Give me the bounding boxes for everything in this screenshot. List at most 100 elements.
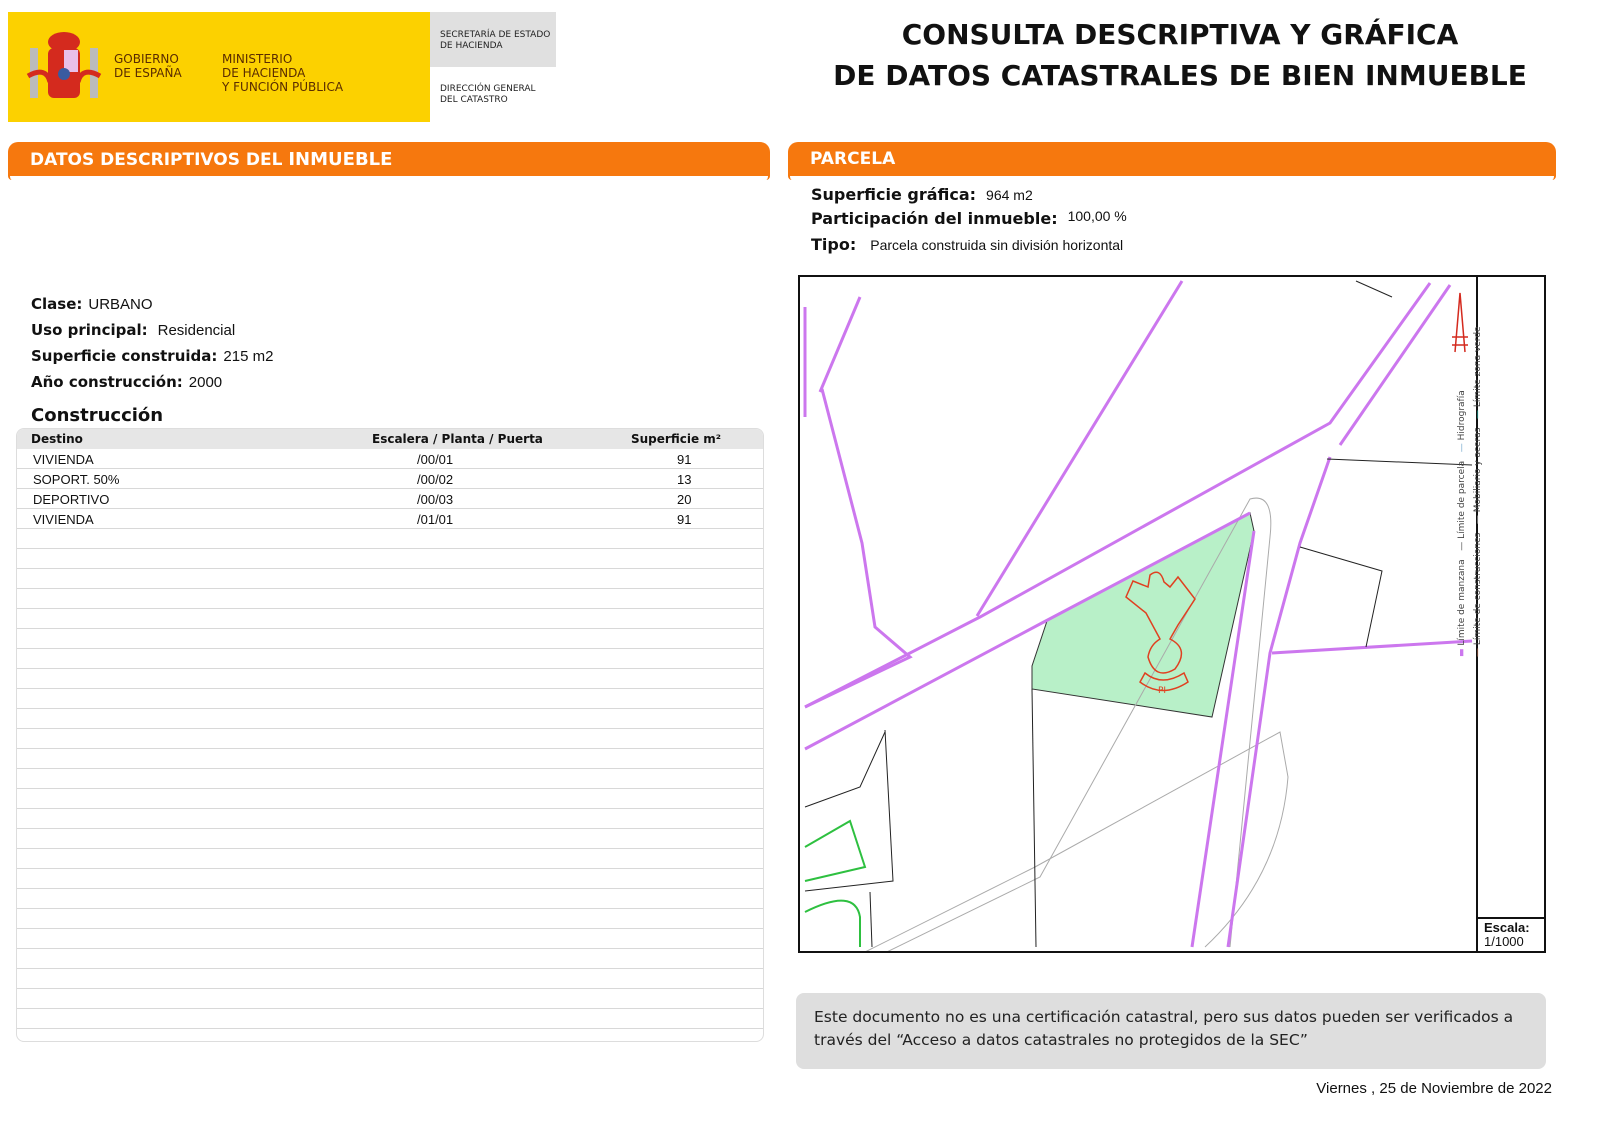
table-row — [17, 529, 763, 549]
page-title: CONSULTA DESCRIPTIVA Y GRÁFICA DE DATOS C… — [800, 14, 1560, 96]
value: 100,00 % — [1067, 208, 1127, 224]
table-row — [17, 569, 763, 589]
cell-superficie: 20 — [677, 492, 692, 507]
table-row: VIVIENDA/01/01 91 — [17, 509, 763, 529]
scale-label: Escala: — [1484, 920, 1530, 935]
label: Uso principal: — [31, 321, 148, 339]
label: Tipo: — [811, 235, 857, 254]
dir-line1: DIRECCIÓN GENERAL — [440, 84, 536, 94]
legend-construcciones: Límite de construcciones — [1473, 532, 1483, 646]
map-legend: ▬ Límite de manzana — Límite de parcela … — [1457, 326, 1483, 657]
cell-planta: /00/02 — [417, 472, 454, 487]
legend-zona-verde: Límite zona verde — [1473, 326, 1483, 408]
table-row — [17, 609, 763, 629]
table-row: VIVIENDA/00/01 91 — [17, 449, 763, 469]
value: URBANO — [88, 296, 153, 313]
table-row — [17, 669, 763, 689]
cell-superficie: 13 — [677, 472, 692, 487]
coat-of-arms-icon — [26, 32, 102, 98]
field-participacion: Participación del inmueble: 100,00 % — [811, 208, 1127, 228]
col-destino: Destino — [31, 432, 83, 446]
gov-line1: GOBIERNO — [114, 52, 179, 66]
table-row — [17, 849, 763, 869]
cell-planta: /00/01 — [417, 452, 454, 467]
title-line2: DE DATOS CATASTRALES DE BIEN INMUEBLE — [833, 59, 1527, 92]
table-row — [17, 749, 763, 769]
table-row — [17, 1029, 763, 1041]
legend-mobiliario: Mobiliario y aceras — [1473, 427, 1483, 513]
field-superficie: Superficie construida: 215 m2 — [31, 346, 273, 365]
table-row — [17, 649, 763, 669]
scale-value: 1/1000 — [1484, 934, 1524, 949]
dir-line2: DEL CATASTRO — [440, 95, 508, 105]
cell-superficie: 91 — [677, 512, 692, 527]
north-arrow-icon — [1452, 292, 1468, 353]
disclaimer-notice: Este documento no es una certificación c… — [796, 993, 1546, 1069]
cell-destino: DEPORTIVO — [33, 492, 110, 507]
table-row — [17, 689, 763, 709]
document-date: Viernes , 25 de Noviembre de 2022 — [1316, 1080, 1552, 1097]
field-clase: Clase: URBANO — [31, 294, 153, 313]
table-row — [17, 969, 763, 989]
table-header: Destino Escalera / Planta / Puerta Super… — [17, 429, 763, 449]
section-header-parcela: PARCELA — [788, 142, 1556, 180]
value: Residencial — [157, 322, 236, 339]
band-text: DATOS DESCRIPTIVOS DEL — [30, 150, 289, 170]
cadastral-map[interactable]: PI ▬ Límite de manzana — Límite de parce… — [798, 275, 1546, 953]
col-planta: Escalera / Planta / Puerta — [372, 432, 543, 446]
construction-table: Destino Escalera / Planta / Puerta Super… — [16, 428, 764, 1042]
parcel-area — [1031, 512, 1255, 718]
table-row — [17, 589, 763, 609]
section-header-datos: DATOS DESCRIPTIVOS DEL INMUEBLE — [8, 142, 770, 180]
field-anio: Año construcción: 2000 — [31, 372, 222, 391]
construccion-heading: Construcción — [31, 405, 164, 426]
legend-hidrografia: Hidrografía — [1457, 390, 1467, 441]
cell-planta: /01/01 — [417, 512, 454, 527]
label: Clase: — [31, 295, 83, 313]
ministry-line1: MINISTERIO — [222, 52, 293, 66]
building-outline — [1125, 571, 1196, 692]
secretaria-box: SECRETARÍA DE ESTADO DE HACIENDA — [430, 12, 556, 67]
table-row — [17, 809, 763, 829]
gov-line2: DE ESPAÑA — [114, 66, 182, 80]
ministry-line3: Y FUNCIÓN PÚBLICA — [222, 80, 344, 94]
label: Participación del inmueble: — [811, 209, 1058, 228]
sec-line2: DE HACIENDA — [440, 41, 503, 51]
map-scale: Escala: 1/1000 — [1478, 917, 1544, 951]
band-text-bold: INMUEBLE — [288, 149, 393, 170]
table-row — [17, 729, 763, 749]
table-row — [17, 989, 763, 1009]
legend-manzana: Límite de manzana — [1457, 559, 1467, 646]
label: Superficie gráfica: — [811, 185, 977, 204]
table-row — [17, 769, 763, 789]
value: 2000 — [188, 374, 223, 391]
sec-line1: SECRETARÍA DE ESTADO — [440, 30, 551, 40]
title-line1: CONSULTA DESCRIPTIVA Y GRÁFICA — [901, 18, 1459, 51]
table-row — [17, 929, 763, 949]
table-row — [17, 889, 763, 909]
legend-parcela: Límite de parcela — [1457, 460, 1467, 539]
label: Superficie construida: — [31, 347, 218, 365]
field-uso: Uso principal: Residencial — [31, 320, 235, 339]
table-row — [17, 709, 763, 729]
value: 964 m2 — [986, 187, 1033, 203]
table-row — [17, 829, 763, 849]
band-text: PARCELA — [810, 149, 896, 169]
cell-superficie: 91 — [677, 452, 692, 467]
field-superficie-grafica: Superficie gráfica: 964 m2 — [811, 185, 1033, 204]
table-row — [17, 949, 763, 969]
cell-destino: VIVIENDA — [33, 512, 94, 527]
value: 215 m2 — [223, 348, 274, 365]
map-drawing: PI — [803, 280, 1473, 951]
cell-planta: /00/03 — [417, 492, 454, 507]
value: Parcela construida sin división horizont… — [870, 237, 1124, 253]
cell-destino: VIVIENDA — [33, 452, 94, 467]
table-row — [17, 909, 763, 929]
map-label-pi: PI — [1158, 686, 1166, 696]
table-row — [17, 629, 763, 649]
cell-destino: SOPORT. 50% — [33, 472, 120, 487]
government-logo: GOBIERNO DE ESPAÑA MINISTERIO DE HACIENDA Y… — [8, 12, 430, 122]
field-tipo: Tipo: Parcela construida sin división hor… — [811, 235, 1123, 254]
table-row — [17, 869, 763, 889]
table-row: DEPORTIVO/00/03 20 — [17, 489, 763, 509]
